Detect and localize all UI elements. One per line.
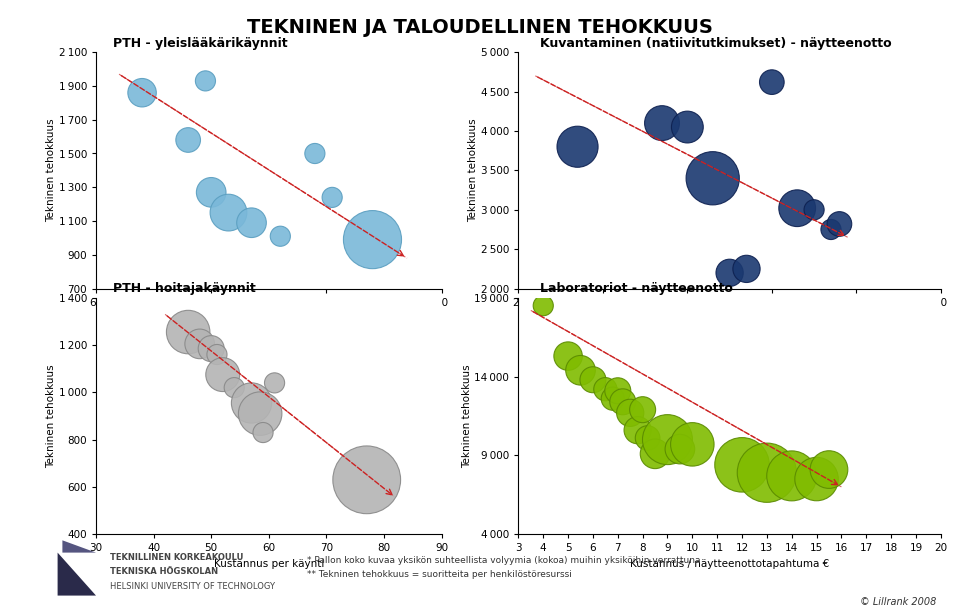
Point bbox=[611, 386, 626, 395]
Text: HELSINKI UNIVERSITY OF TECHNOLOGY: HELSINKI UNIVERSITY OF TECHNOLOGY bbox=[110, 582, 276, 591]
Text: ** Tekninen tehokkuus = suoritteita per henkilöstöresurssi: ** Tekninen tehokkuus = suoritteita per … bbox=[307, 570, 572, 579]
Point bbox=[255, 427, 271, 437]
Point bbox=[705, 173, 720, 183]
Point bbox=[789, 203, 804, 213]
Point bbox=[573, 365, 588, 375]
Y-axis label: Tekninen tehokkuus: Tekninen tehokkuus bbox=[46, 119, 56, 222]
Point bbox=[680, 122, 695, 132]
Point bbox=[221, 208, 236, 217]
Point bbox=[831, 219, 847, 229]
X-axis label: Kustannus per käynti, €: Kustannus per käynti, € bbox=[207, 313, 330, 323]
Point bbox=[570, 142, 586, 152]
Point bbox=[252, 409, 268, 419]
Point bbox=[209, 349, 225, 359]
Point bbox=[324, 192, 340, 202]
Point bbox=[267, 378, 282, 388]
Point bbox=[359, 475, 374, 484]
Point bbox=[764, 77, 780, 87]
Point bbox=[273, 231, 288, 241]
Text: TEKNILLINEN KORKEAKOULU: TEKNILLINEN KORKEAKOULU bbox=[110, 553, 244, 562]
Point bbox=[615, 397, 631, 406]
Point bbox=[630, 426, 645, 435]
Point bbox=[635, 405, 650, 414]
X-axis label: Kustannus / näytteenottotapahtuma €: Kustannus / näytteenottotapahtuma € bbox=[630, 559, 829, 569]
Point bbox=[784, 471, 800, 481]
Point bbox=[647, 449, 662, 459]
Point bbox=[180, 135, 196, 145]
Text: TEKNINEN JA TALOUDELLINEN TEHOKKUUS: TEKNINEN JA TALOUDELLINEN TEHOKKUUS bbox=[247, 18, 713, 37]
Text: PTH - hoitajakäynnit: PTH - hoitajakäynnit bbox=[113, 282, 256, 295]
Point bbox=[307, 149, 323, 158]
Text: © Lillrank 2008: © Lillrank 2008 bbox=[859, 597, 936, 607]
Point bbox=[759, 468, 775, 478]
Point bbox=[598, 384, 613, 394]
Point bbox=[180, 327, 196, 337]
Point bbox=[622, 408, 637, 418]
Text: Kuvantaminen (natiivitutkimukset) - näytteenotto: Kuvantaminen (natiivitutkimukset) - näyt… bbox=[540, 37, 891, 50]
Point bbox=[809, 474, 825, 484]
X-axis label: Kustannus per käynti: Kustannus per käynti bbox=[214, 559, 324, 569]
Point bbox=[586, 375, 601, 384]
Point bbox=[198, 76, 213, 86]
Y-axis label: Tekninen tehokkuus: Tekninen tehokkuus bbox=[462, 364, 471, 468]
Text: * Pallon koko kuvaa yksikön suhteellista volyymia (kokoa) muihin yksiköihin verr: * Pallon koko kuvaa yksikön suhteellista… bbox=[307, 556, 701, 565]
Point bbox=[822, 465, 837, 475]
Point bbox=[655, 118, 670, 128]
Y-axis label: Tekninen tehokkuus: Tekninen tehokkuus bbox=[468, 119, 478, 222]
Point bbox=[215, 370, 230, 379]
Point bbox=[672, 444, 687, 454]
Point bbox=[824, 225, 839, 235]
Point bbox=[227, 383, 242, 392]
Point bbox=[806, 205, 822, 215]
Point bbox=[561, 351, 576, 361]
X-axis label: Kustannus (painotettu keskiarvo) / tutkimus, €: Kustannus (painotettu keskiarvo) / tutki… bbox=[609, 313, 851, 323]
Point bbox=[605, 394, 620, 403]
Text: TEKNISKA HÖGSKOLAN: TEKNISKA HÖGSKOLAN bbox=[110, 567, 219, 577]
Point bbox=[192, 339, 207, 349]
Point bbox=[244, 398, 259, 408]
Point bbox=[536, 301, 551, 311]
Point bbox=[244, 218, 259, 228]
Text: Laboratoriot - näytteenotto: Laboratoriot - näytteenotto bbox=[540, 282, 732, 295]
Point bbox=[204, 344, 219, 354]
Point bbox=[660, 435, 675, 445]
Point bbox=[734, 460, 750, 470]
Point bbox=[134, 88, 150, 98]
Text: PTH - yleislääkärikäynnit: PTH - yleislääkärikäynnit bbox=[113, 37, 288, 50]
Point bbox=[739, 264, 755, 274]
Point bbox=[640, 433, 656, 443]
Point bbox=[722, 268, 737, 278]
Point bbox=[204, 187, 219, 197]
Point bbox=[684, 440, 700, 449]
Y-axis label: Tekninen tehokkuus: Tekninen tehokkuus bbox=[46, 364, 56, 468]
Point bbox=[365, 235, 380, 244]
